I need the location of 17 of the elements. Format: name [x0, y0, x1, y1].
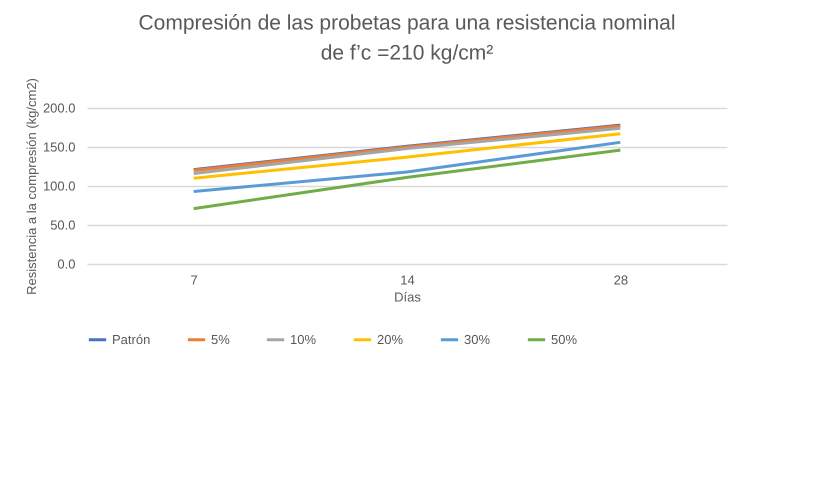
- y-tick-label: 0.0: [57, 256, 76, 272]
- x-tick-label: 7: [190, 272, 198, 288]
- legend-label: 30%: [464, 332, 490, 347]
- y-tick-label: 200.0: [42, 100, 76, 116]
- x-tick-label: 28: [614, 272, 628, 288]
- y-axis-title: Resistencia a la compresión (kg/cm2): [24, 78, 39, 295]
- legend-label: 20%: [377, 332, 404, 347]
- y-tick-label: 50.0: [50, 218, 76, 232]
- x-tick-label: 14: [400, 272, 415, 288]
- legend-label: Patrón: [112, 332, 150, 347]
- y-tick-label: 150.0: [42, 140, 76, 154]
- legend-label: 10%: [290, 332, 316, 347]
- legend-label: 50%: [551, 332, 578, 347]
- legend-label: 5%: [211, 332, 230, 347]
- chart-title: Compresión de las probetas para una resistencia nominal de f’c =210 kg/cm²: [138, 12, 676, 65]
- y-tick-label: 100.0: [42, 178, 76, 194]
- x-axis-title: Días: [394, 290, 422, 304]
